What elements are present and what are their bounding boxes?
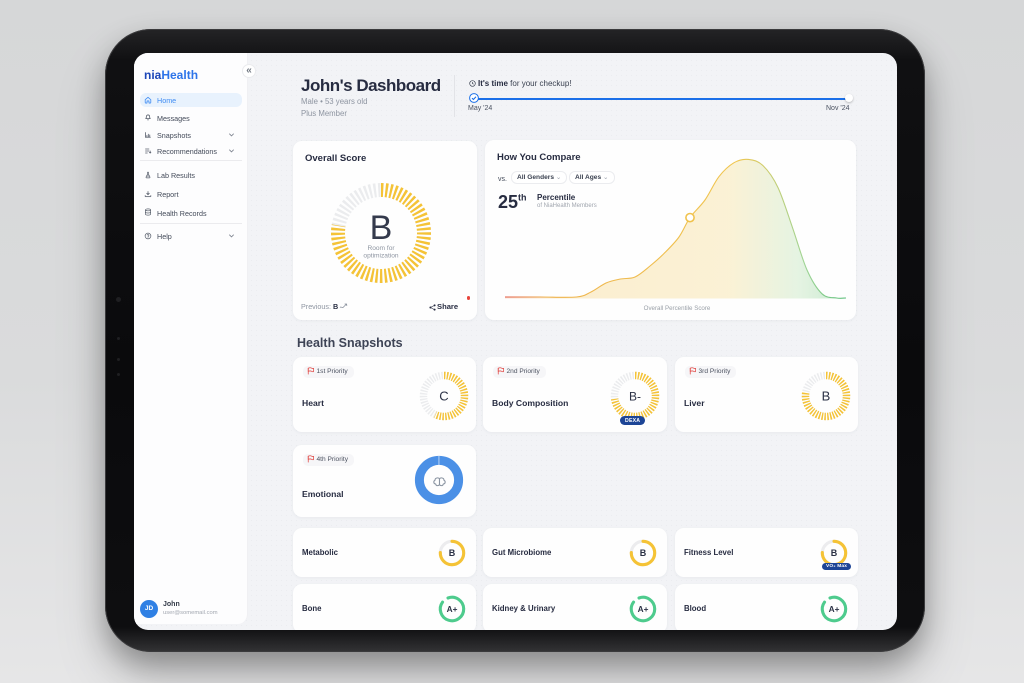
svg-text:B: B [370,209,393,247]
svg-text:B: B [822,388,831,403]
svg-text:optimization: optimization [363,253,399,260]
svg-text:B: B [449,548,456,558]
svg-text:Room for: Room for [367,245,395,252]
svg-text:A+: A+ [447,603,458,613]
svg-text:Overall Percentile Score: Overall Percentile Score [644,305,711,312]
svg-text:B-: B- [629,389,641,403]
svg-text:B: B [831,548,838,558]
svg-text:A+: A+ [829,603,840,613]
svg-text:C: C [439,388,448,403]
svg-text:B: B [640,548,647,558]
svg-text:A+: A+ [638,603,649,613]
